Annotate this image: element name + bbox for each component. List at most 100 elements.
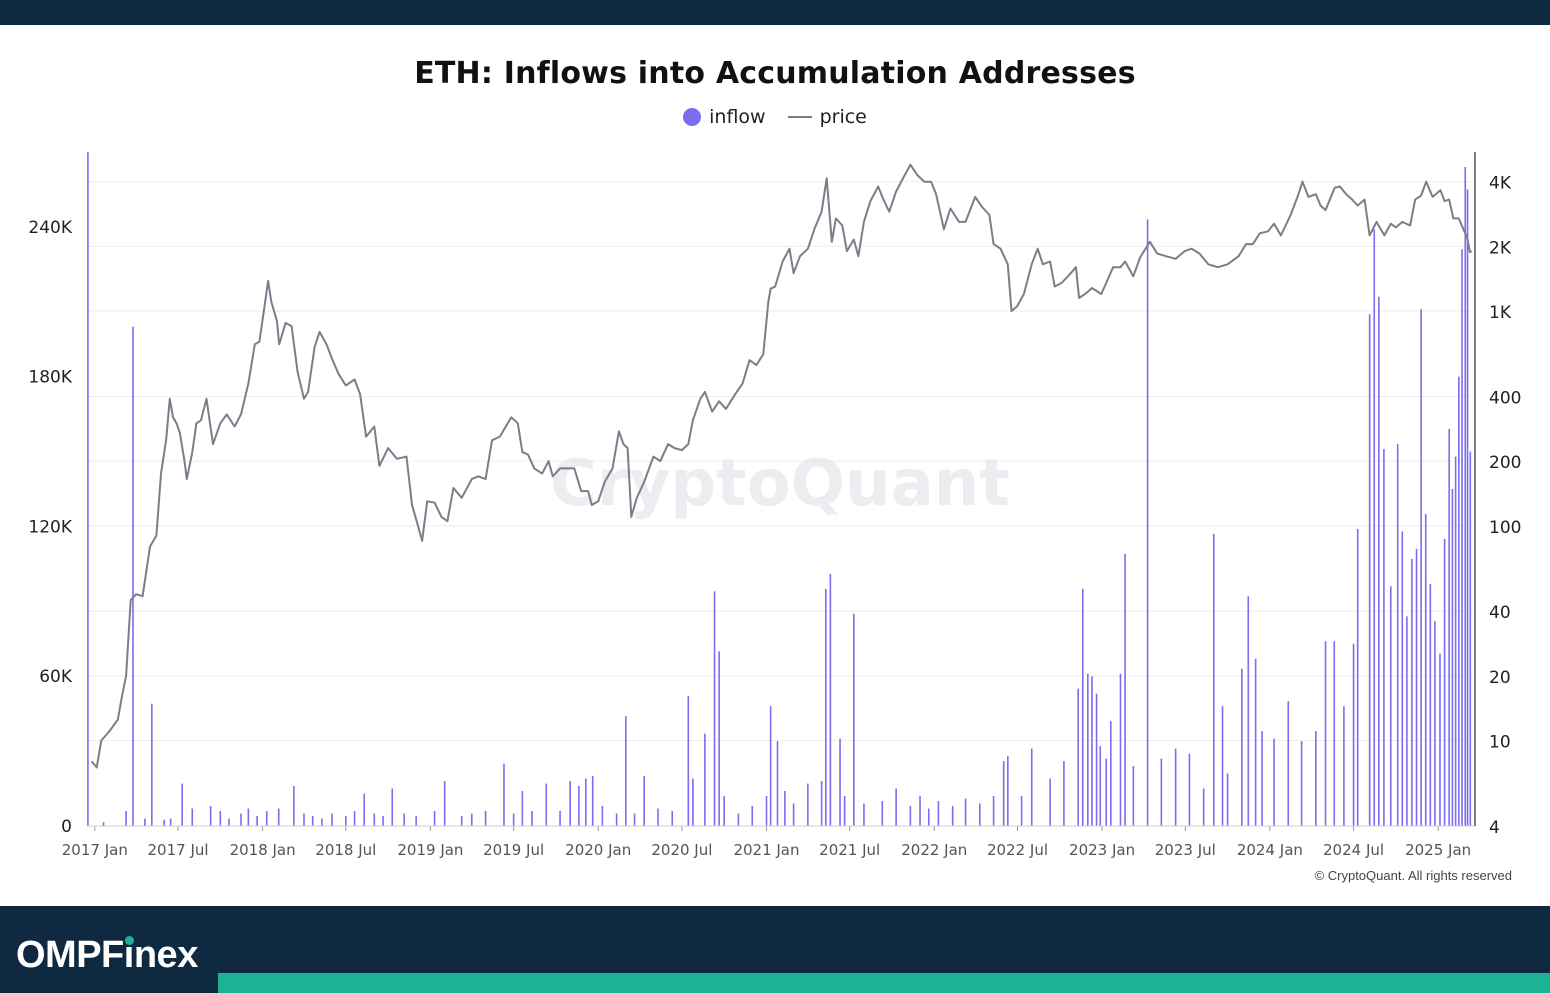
inflow-bar — [633, 813, 636, 826]
inflow-bar — [373, 813, 376, 826]
inflow-bar — [443, 781, 446, 826]
inflow-bar — [331, 813, 333, 826]
inflow-bar — [363, 793, 366, 826]
y-left-tick-label: 120K — [28, 517, 72, 537]
inflow-bar — [1007, 756, 1009, 826]
inflow-bar — [1226, 773, 1229, 826]
inflow-bar — [353, 811, 356, 826]
inflow-bar — [277, 808, 280, 826]
inflow-bar — [1261, 731, 1263, 826]
inflow-bar — [671, 811, 674, 826]
inflow-bar — [484, 811, 487, 826]
inflow-bar — [1458, 376, 1460, 826]
inflow-bar — [382, 816, 384, 826]
inflow-bar — [1091, 676, 1093, 826]
inflow-bar — [144, 818, 146, 826]
inflow-bar — [415, 816, 417, 826]
legend-line-icon — [787, 116, 812, 118]
inflow-bar — [1077, 688, 1079, 826]
inflow-bar — [293, 786, 295, 826]
y-left-tick-label: 60K — [39, 667, 73, 687]
brand-text-post: nex — [133, 934, 198, 976]
inflow-bar — [1087, 673, 1089, 826]
x-tick-label: 2021 Jan — [733, 841, 799, 859]
inflow-bar — [191, 808, 194, 826]
legend-dot-icon — [683, 108, 702, 126]
x-tick-label: 2023 Jul — [1155, 841, 1216, 859]
y-right-tick-label: 40 — [1489, 603, 1511, 623]
inflow-bar — [951, 806, 954, 826]
inflow-bar — [559, 811, 561, 826]
x-tick-label: 2018 Jan — [230, 841, 296, 859]
inflow-bar — [1030, 748, 1033, 826]
inflow-bar — [792, 803, 795, 826]
price-line-group — [90, 163, 1473, 769]
inflow-bar — [1411, 558, 1413, 826]
inflow-bar — [569, 781, 571, 826]
inflow-bar — [1424, 513, 1427, 826]
x-tick-label: 2024 Jan — [1237, 841, 1303, 859]
inflow-bar — [256, 816, 258, 826]
inflow-bar — [132, 326, 134, 826]
inflow-bar — [1202, 788, 1205, 826]
x-tick-label: 2022 Jan — [901, 841, 967, 859]
x-tick-label: 2017 Jan — [62, 841, 128, 859]
inflow-bar — [151, 703, 153, 826]
inflow-bar — [839, 738, 841, 826]
inflow-bar — [1434, 621, 1436, 826]
inflow-bar — [1461, 249, 1463, 826]
inflow-bar — [737, 813, 740, 826]
y-right-tick-label: 4K — [1489, 174, 1512, 194]
inflow-bar — [978, 803, 981, 826]
inflow-bar — [1352, 643, 1355, 826]
inflow-bar — [909, 806, 912, 826]
inflow-bar — [769, 706, 772, 826]
inflow-bar — [1439, 653, 1441, 826]
inflow-bar — [1466, 189, 1469, 826]
inflow-bar — [1454, 456, 1457, 826]
inflow-bar — [601, 806, 604, 826]
inflow-bar — [615, 813, 618, 826]
inflow-bar — [1221, 706, 1224, 826]
y-right-tick-label: 20 — [1489, 668, 1511, 688]
inflow-bar — [1287, 701, 1290, 826]
inflow-bar — [1315, 731, 1317, 826]
inflow-bar — [820, 781, 823, 826]
inflow-bar — [853, 613, 855, 826]
inflow-bar — [1401, 531, 1404, 826]
inflow-bar — [1324, 641, 1327, 826]
inflow-bar — [1081, 588, 1084, 826]
inflow-bar — [784, 791, 786, 826]
inflow-bar — [1105, 758, 1108, 826]
x-tick-label: 2019 Jan — [397, 841, 463, 859]
y-right-tick-label: 4 — [1489, 818, 1500, 838]
inflow-bar — [1389, 586, 1392, 826]
inflow-bar — [1368, 314, 1371, 826]
inflow-bar — [240, 813, 242, 826]
inflow-bar — [1443, 538, 1446, 826]
inflow-bar — [625, 716, 627, 826]
brand-dot-icon — [124, 936, 134, 945]
x-tick-label: 2020 Jul — [651, 841, 712, 859]
inflow-bar — [169, 818, 172, 826]
legend-item-price[interactable]: price — [787, 106, 867, 128]
inflow-bar — [391, 788, 394, 826]
x-tick-label: 2024 Jul — [1323, 841, 1384, 859]
chart-legend: inflow price — [0, 106, 1550, 128]
watermark-text: CryptoQuant — [550, 447, 1010, 521]
inflow-bar — [1247, 596, 1250, 826]
brand-text-pre: OMPF — [16, 934, 124, 976]
inflow-bar — [895, 788, 897, 826]
inflow-bar — [1146, 219, 1149, 826]
grid-lines — [87, 181, 1474, 827]
inflow-bar — [512, 813, 515, 826]
y-left-tick-label: 0 — [61, 817, 72, 837]
inflow-bar — [181, 783, 183, 826]
inflow-bar — [521, 791, 524, 826]
legend-item-inflow[interactable]: inflow — [683, 106, 766, 128]
inflow-bar — [723, 796, 725, 826]
inflow-bar — [433, 811, 436, 826]
inflow-bar — [470, 813, 473, 826]
inflow-bar — [1160, 758, 1163, 826]
inflow-bar — [219, 811, 222, 826]
